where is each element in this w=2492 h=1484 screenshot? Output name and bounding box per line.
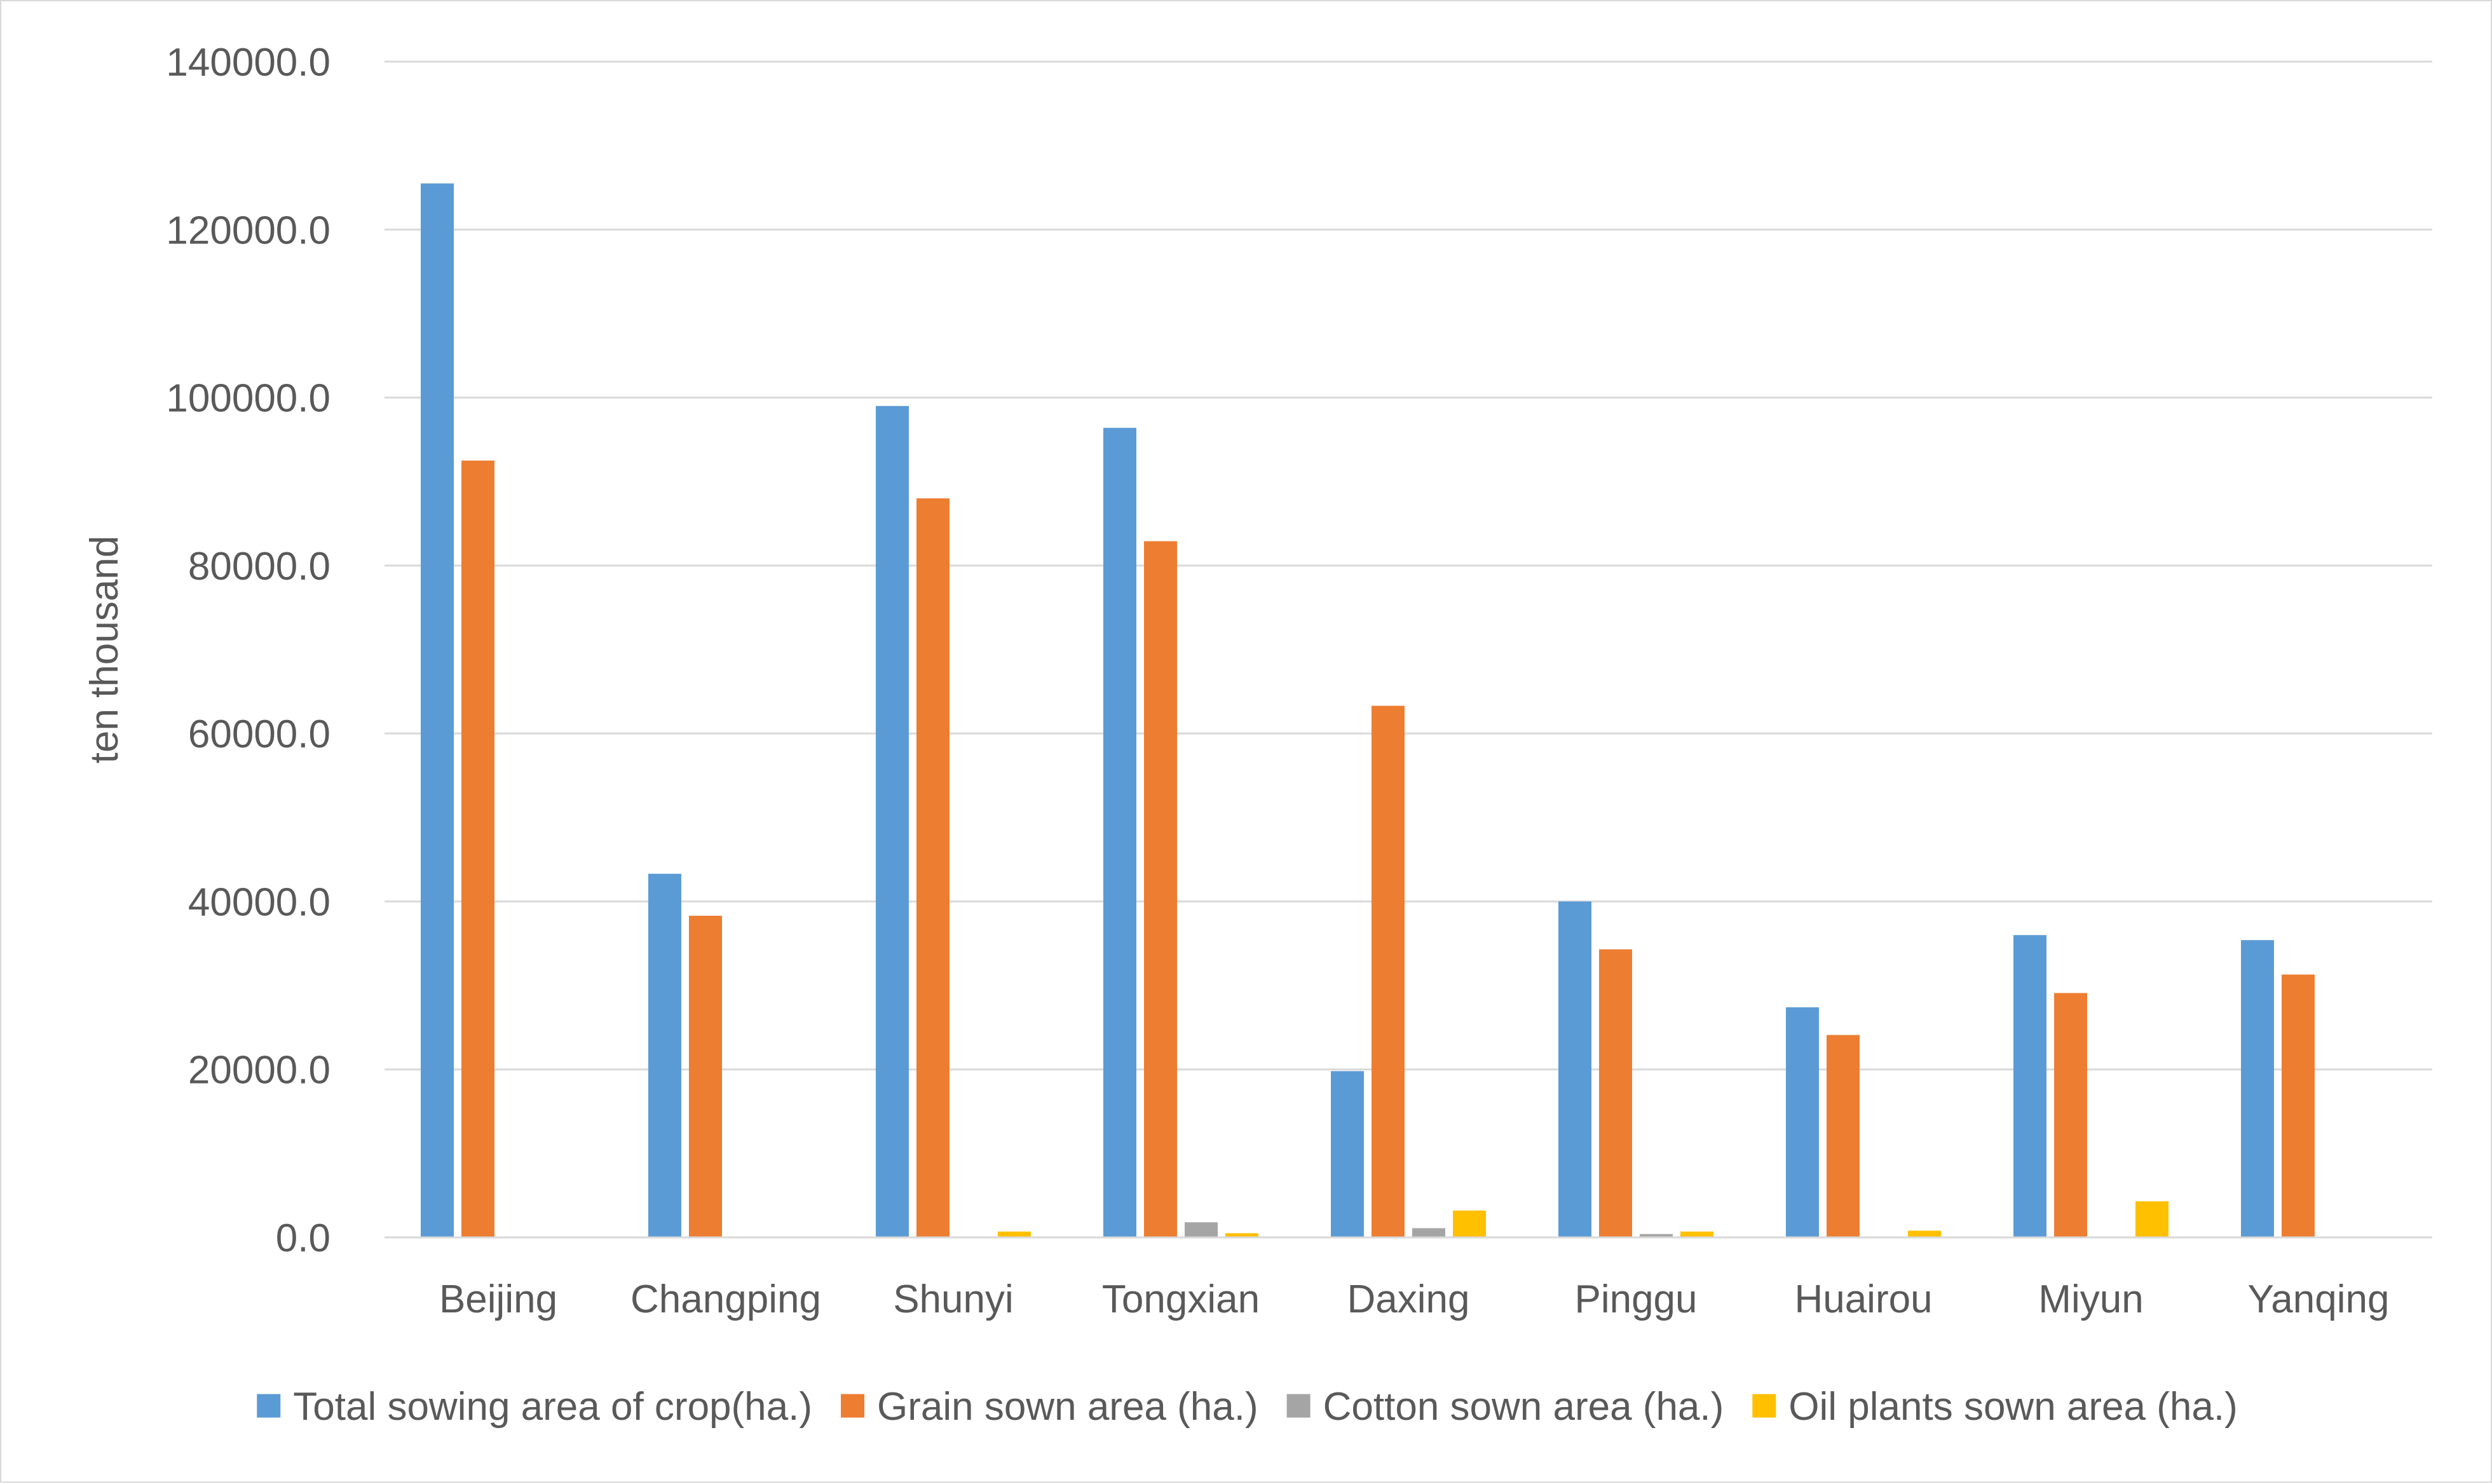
- bar-yanqing-series-2: [2282, 974, 2315, 1237]
- bar-yanqing-series-1: [2241, 940, 2274, 1237]
- y-tick-label: 0.0: [276, 1216, 330, 1260]
- legend-swatch: [1286, 1394, 1311, 1418]
- x-tick-label: Miyun: [2038, 1277, 2143, 1321]
- y-tick-label: 20000.0: [188, 1049, 330, 1093]
- bars: [421, 183, 2315, 1238]
- legend-label: Grain sown area (ha.): [877, 1385, 1258, 1429]
- bar-shunyi-series-2: [916, 498, 950, 1238]
- legend-label: Total sowing area of crop(ha.): [293, 1385, 812, 1429]
- x-tick-label: Changping: [630, 1277, 821, 1321]
- y-axis-tick-labels: 0.0 20000.0 40000.0 60000.0 80000.0 100000.0 1…: [166, 41, 330, 1260]
- bar-pinggu-series-2: [1599, 949, 1632, 1237]
- x-tick-label: Pinggu: [1574, 1277, 1697, 1321]
- x-tick-label: Beijing: [439, 1277, 557, 1321]
- x-tick-label: Shunyi: [893, 1277, 1014, 1321]
- bar-shunyi-series-4: [998, 1231, 1031, 1237]
- bar-tongxian-series-3: [1185, 1222, 1218, 1237]
- bar-daxing-series-4: [1453, 1210, 1486, 1237]
- legend-label: Oil plants sown area (ha.): [1788, 1385, 2237, 1429]
- bar-tongxian-series-4: [1225, 1233, 1258, 1237]
- bar-tongxian-series-2: [1144, 541, 1177, 1238]
- bar-huairou-series-1: [1786, 1007, 1819, 1237]
- bar-pinggu-series-3: [1640, 1234, 1673, 1237]
- bar-miyun-series-4: [2135, 1201, 2169, 1237]
- x-axis-category-labels: Beijing Changping Shunyi Tongxian Daxing Ping…: [439, 1277, 2390, 1321]
- bar-daxing-series-3: [1412, 1228, 1445, 1237]
- legend-label: Cotton sown area (ha.): [1323, 1385, 1724, 1429]
- bar-shunyi-series-1: [876, 405, 909, 1238]
- bar-huairou-series-2: [1827, 1035, 1860, 1237]
- bar-miyun-series-1: [2013, 935, 2046, 1237]
- bar-tongxian-series-1: [1103, 428, 1136, 1238]
- bar-beijing-series-2: [461, 460, 494, 1237]
- bar-pinggu-series-4: [1680, 1231, 1713, 1237]
- bar-huairou-series-4: [1908, 1230, 1941, 1237]
- bar-changping-series-1: [648, 873, 681, 1237]
- gridlines: [385, 60, 2432, 1071]
- bar-changping-series-2: [689, 915, 722, 1237]
- y-axis-title: ten thousand: [83, 536, 126, 764]
- y-tick-label: 120000.0: [166, 208, 330, 252]
- y-tick-label: 80000.0: [188, 545, 330, 589]
- legend-swatch: [1752, 1394, 1776, 1418]
- legend: Total sowing area of crop(ha.) Grain sown…: [257, 1385, 2238, 1429]
- bar-pinggu-series-1: [1558, 901, 1591, 1237]
- y-tick-label: 140000.0: [166, 41, 330, 85]
- x-tick-label: Tongxian: [1102, 1277, 1260, 1321]
- bar-beijing-series-1: [421, 183, 454, 1237]
- legend-swatch: [257, 1394, 281, 1418]
- x-tick-label: Huairou: [1794, 1277, 1932, 1321]
- bar-miyun-series-2: [2054, 993, 2087, 1237]
- y-tick-label: 100000.0: [166, 377, 330, 421]
- bar-daxing-series-2: [1372, 705, 1405, 1237]
- y-tick-label: 40000.0: [188, 880, 330, 924]
- legend-swatch: [841, 1394, 865, 1418]
- y-tick-label: 60000.0: [188, 712, 330, 756]
- x-tick-label: Daxing: [1347, 1277, 1470, 1321]
- bar-daxing-series-1: [1331, 1071, 1364, 1237]
- x-tick-label: Yanqing: [2248, 1277, 2390, 1321]
